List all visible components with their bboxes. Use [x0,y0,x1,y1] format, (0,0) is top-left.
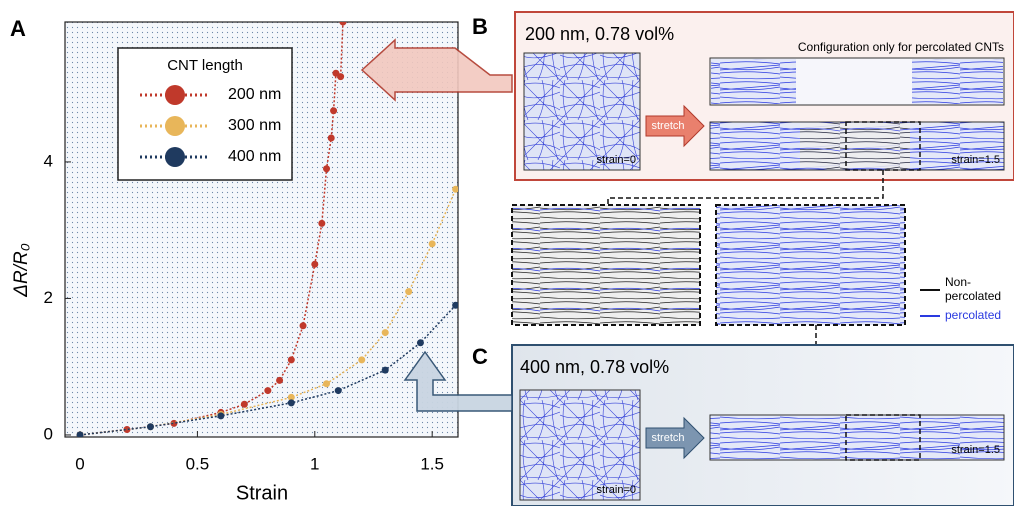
x-tick-label: 1 [310,454,319,473]
data-point [123,425,131,433]
plot: 0 0.5 1 1.5 0 2 4 CNT length 200 nm 300 nm 400 nm [44,22,458,473]
stretch-arrow [645,104,705,148]
y-tick-label: 2 [44,288,53,307]
legend-label: 200 nm [228,86,281,103]
strain-label: strain=0 [597,484,636,496]
legend-label: percolated [945,289,1001,303]
data-point [334,387,342,395]
x-tick-label: 0 [75,454,84,473]
stretch-arrow [645,416,705,460]
data-point [416,339,424,347]
link-arrow [403,350,513,412]
data-point [76,431,84,437]
fiber-image [709,414,1005,461]
data-point [287,399,295,407]
data-point [170,419,178,427]
data-point [311,260,319,268]
legend-marker [165,116,185,136]
panel-title: 400 nm, 0.78 vol% [520,357,669,377]
legend-marker [165,147,185,167]
connector [607,170,884,205]
x-tick-label: 1.5 [420,454,444,473]
link-arrow [360,38,513,102]
panel-title: 200 nm, 0.78 vol% [525,24,674,44]
zoom-image [511,204,701,326]
x-tick-label: 0.5 [186,454,210,473]
y-tick-label: 4 [44,151,53,170]
zoom-box [845,414,921,461]
data-point [428,240,436,248]
legend-marker [165,85,185,105]
y-tick-label: 0 [44,424,53,443]
data-point [452,185,458,193]
zoom-image [715,204,906,326]
data-point [287,393,295,401]
series-line [79,22,344,436]
data-point [337,73,345,81]
data-point [323,380,331,388]
series-group [76,22,458,437]
fiber-image [912,59,1003,104]
legend-label: 400 nm [228,148,281,165]
fiber-image [523,52,641,171]
panel-label: A [10,16,26,41]
panel-note: Configuration only for percolated CNTs [798,40,1004,54]
strain-label: strain=1.5 [951,444,1000,456]
data-point [323,165,331,173]
legend-label: percolated [945,308,1001,322]
data-point [318,219,326,227]
strain-label: strain=1.5 [951,154,1000,166]
series-line [79,188,457,436]
data-point [264,387,272,395]
data-point [217,412,225,420]
arrow-label: stretch [651,120,684,132]
panel-label: C [472,344,488,369]
fiber-image [800,123,910,169]
data-point [276,376,284,384]
legend-label: 300 nm [228,117,281,134]
y-axis-label: ΔR/R₀ [11,243,32,297]
x-axis-label: Strain [236,482,288,504]
legend-label: Non- [945,275,971,289]
fiber-image [711,59,796,104]
data-point [381,366,389,374]
data-point [405,288,413,296]
data-point [339,22,347,26]
data-point [452,301,458,309]
data-point [240,400,248,408]
legend-title: CNT length [167,57,243,74]
data-point [327,134,335,142]
zoom-box [845,121,921,171]
panel-label: B [472,14,488,39]
data-point [146,423,154,431]
data-point [358,356,366,364]
fiber-image [519,389,641,501]
strain-label: strain=0 [597,154,636,166]
data-point [381,329,389,337]
arrow-label: stretch [651,432,684,444]
data-point [330,107,338,115]
data-point [299,322,307,330]
data-point [287,356,295,364]
